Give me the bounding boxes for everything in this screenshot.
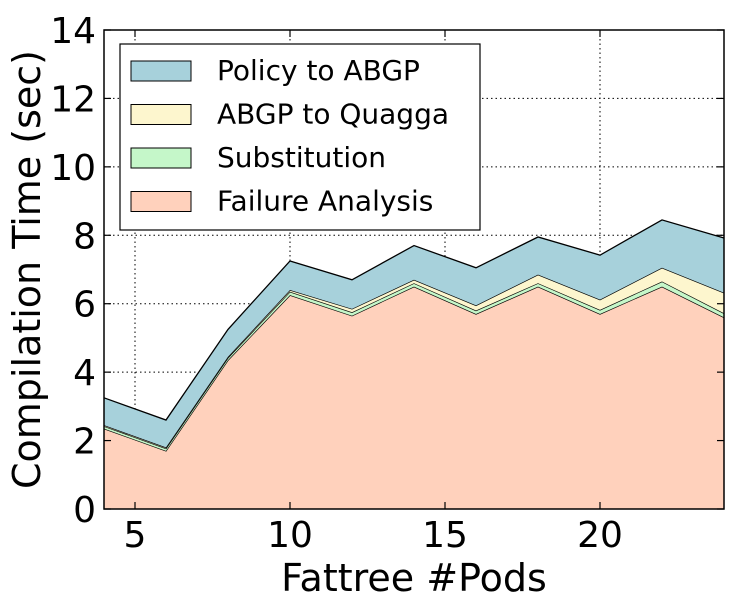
legend-swatch xyxy=(130,104,192,125)
y-tick-label: 6 xyxy=(73,285,96,326)
x-tick-label: 15 xyxy=(422,515,468,556)
y-tick-label: 0 xyxy=(73,490,96,531)
y-tick-label: 4 xyxy=(73,353,96,394)
y-tick-label: 12 xyxy=(50,79,96,120)
x-tick-label: 5 xyxy=(124,515,147,556)
y-tick-label: 2 xyxy=(73,422,96,463)
y-tick-label: 10 xyxy=(50,148,96,189)
area-layers xyxy=(103,219,725,509)
area-policy-to-abgp xyxy=(104,219,724,448)
legend-label: ABGP to Quagga xyxy=(217,98,449,131)
y-tick-label: 14 xyxy=(50,11,96,52)
x-tick-label: 10 xyxy=(267,515,313,556)
area-failure-analysis xyxy=(104,286,724,509)
legend-swatch xyxy=(130,147,192,169)
x-axis-title: Fattree #Pods xyxy=(281,556,547,600)
plot-frame xyxy=(103,29,725,510)
axis-ticks: 5 10 15 20 0 2 4 6 8 10 12 14 xyxy=(50,11,724,556)
legend-label: Policy to ABGP xyxy=(217,54,420,87)
y-axis-title: Compilation Time (sec) xyxy=(5,50,49,489)
legend-swatch xyxy=(130,60,192,82)
legend: Policy to ABGP ABGP to Quagga Substitution… xyxy=(119,43,481,231)
legend-label: Substitution xyxy=(217,141,386,174)
legend-label: Failure Analysis xyxy=(217,185,433,218)
legend-swatch xyxy=(130,191,192,212)
area-edge-policy-to-abgp xyxy=(103,219,725,421)
x-tick-label: 20 xyxy=(577,515,623,556)
y-tick-label: 8 xyxy=(73,216,96,257)
